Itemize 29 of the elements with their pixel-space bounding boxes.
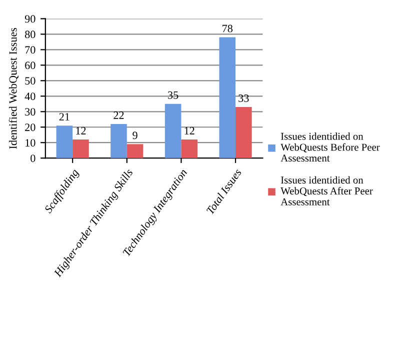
data-label: 22	[114, 112, 124, 119]
y-tick-label: 20	[25, 124, 36, 132]
bar	[56, 126, 73, 158]
legend-label: Issues identidied on WebQuests After Peer Assessment	[280, 176, 373, 206]
y-tick-label: 90	[24, 15, 36, 23]
legend-label: Issues identidied on WebQuests Before Peer Assessment	[280, 132, 380, 162]
bar	[72, 140, 89, 158]
y-tick-label: 30	[25, 108, 36, 116]
data-label: 33	[238, 94, 249, 102]
bar	[164, 104, 182, 158]
y-tick-label: 40	[24, 92, 36, 100]
data-label: 78	[222, 24, 233, 32]
data-label: 12	[76, 127, 86, 134]
data-label: 9	[132, 132, 138, 140]
y-tick-label: 10	[26, 139, 36, 147]
y-axis-title: Identified WebQuest Issues	[8, 28, 18, 149]
y-tick-label: 50	[25, 77, 36, 85]
bar	[181, 140, 198, 158]
data-label: 12	[184, 127, 194, 134]
data-label: 35	[168, 91, 178, 99]
y-tick-label: 70	[25, 46, 36, 54]
bar	[110, 124, 127, 158]
y-tick-label: 80	[25, 30, 36, 38]
y-tick-label: 0	[30, 154, 36, 162]
bar	[219, 37, 236, 158]
bar	[236, 106, 252, 158]
bar	[126, 144, 144, 158]
data-label: 21	[59, 113, 70, 120]
y-tick-label: 60	[25, 62, 36, 70]
